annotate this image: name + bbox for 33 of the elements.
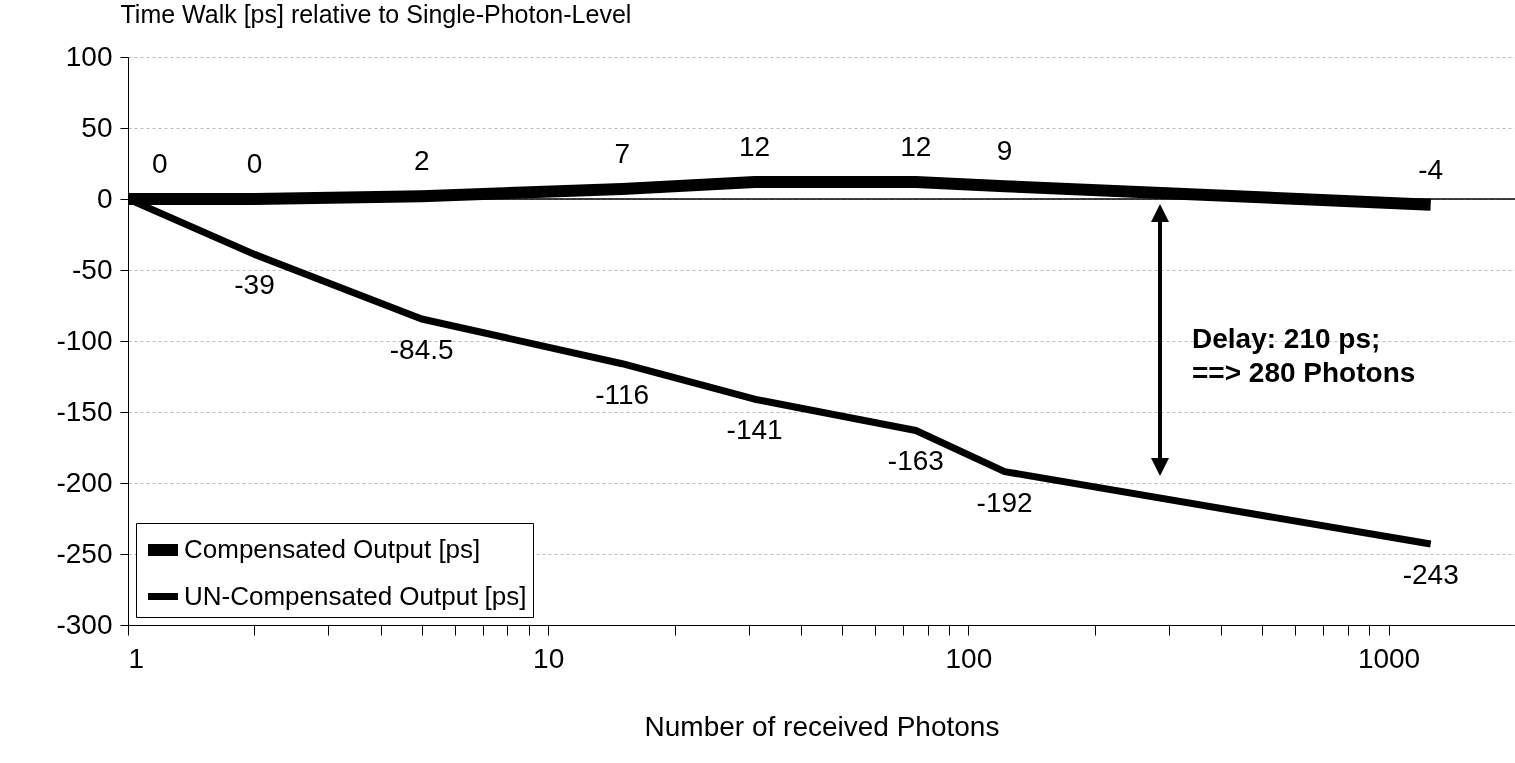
data-label: 2 (413, 145, 430, 177)
data-label: 9 (996, 135, 1013, 167)
y-tick-label: -150 (56, 395, 113, 427)
legend-label: Compensated Output [ps] (184, 534, 481, 564)
data-label: -141 (726, 414, 783, 446)
y-tick-label: 50 (81, 111, 113, 143)
data-label: -192 (976, 486, 1033, 518)
y-tick-label: -50 (72, 253, 113, 285)
y-tick-label: -200 (56, 466, 113, 498)
y-tick-label: -300 (56, 608, 113, 640)
data-label: 7 (614, 138, 630, 170)
y-tick-label: 100 (65, 40, 113, 72)
x-tick-label: 10 (533, 642, 565, 674)
x-tick-label: 100 (945, 642, 993, 674)
y-tick-label: -250 (56, 537, 113, 569)
x-tick-label: 1000 (1357, 642, 1421, 674)
y-tick-label: -100 (56, 324, 113, 356)
data-label: -4 (1418, 153, 1444, 185)
data-label: -39 (234, 269, 275, 301)
data-label: -243 (1402, 559, 1459, 591)
x-tick-label: 1 (128, 642, 145, 674)
annotation: Delay: 210 ps; ==> 280 Photons (1192, 323, 1416, 388)
data-label: 0 (152, 148, 168, 179)
y-axis-title: Time Walk [ps] relative to Single-Photon-Level (120, 0, 632, 28)
legend-label: UN-Compensated Output [ps] (184, 580, 527, 611)
y-tick-label: 0 (96, 182, 113, 214)
x-axis-title: Number of received Photons (644, 710, 1000, 742)
data-label: 12 (900, 130, 932, 162)
data-label: 0 (246, 148, 263, 179)
data-label: -116 (595, 378, 650, 410)
data-label: -84.5 (389, 333, 454, 365)
data-label: -163 (887, 445, 944, 477)
data-label: 12 (739, 130, 771, 162)
